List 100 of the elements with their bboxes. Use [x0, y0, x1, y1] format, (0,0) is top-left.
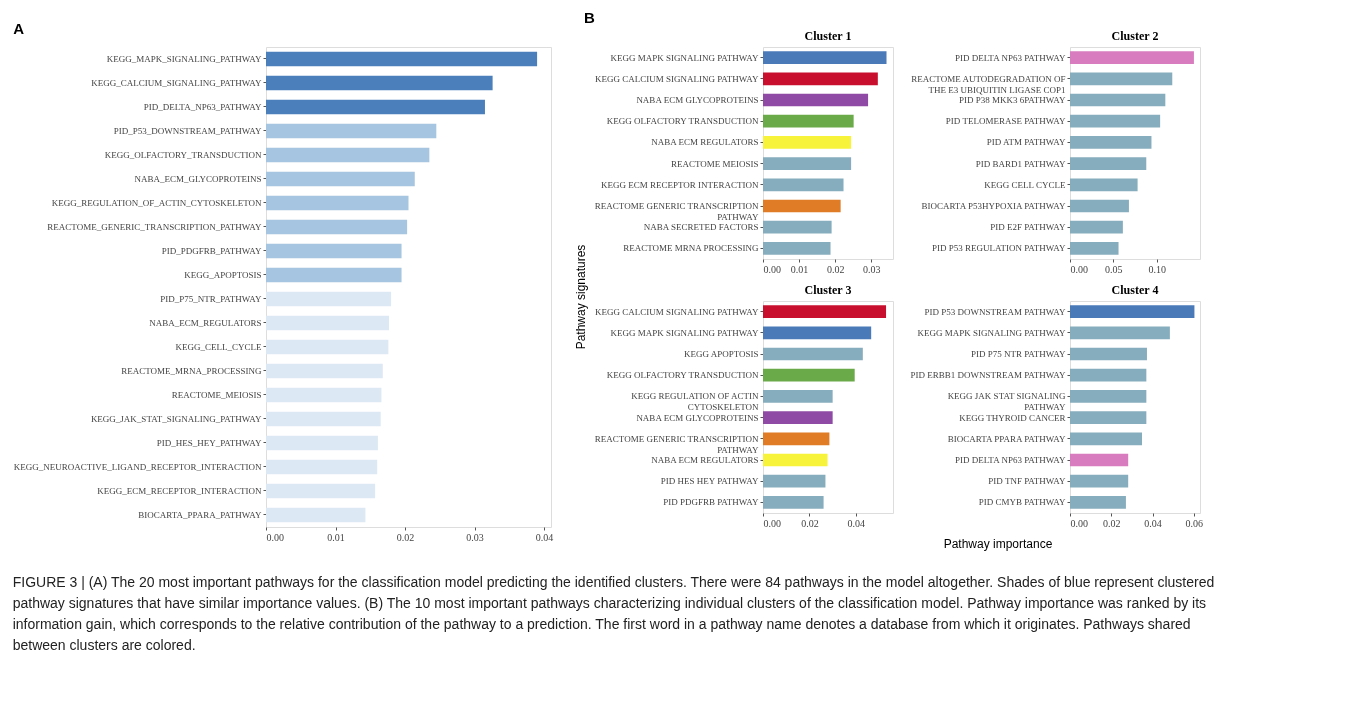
y-tick-label: KEGG CALCIUM SIGNALING PATHWAY	[594, 306, 759, 317]
x-axis-title: Pathway importance	[943, 537, 1053, 551]
y-tick-label: BIOCARTA PPARA PATHWAY	[947, 433, 1066, 444]
y-tick-label: PID TNF PATHWAY	[988, 476, 1066, 487]
y-tick-label: REACTOME_MRNA_PROCESSING	[121, 366, 262, 376]
y-tick-label: KEGG MAPK SIGNALING PATHWAY	[917, 327, 1066, 338]
x-tick-label: 0.03	[466, 531, 484, 543]
x-tick-label: 0.00	[266, 531, 284, 543]
y-tick-label: PID P75 NTR PATHWAY	[970, 349, 1066, 359]
y-tick-label: PID DELTA NP63 PATHWAY	[954, 455, 1066, 465]
y-tick-label: KEGG REGULATION OF ACTIN CYTOSKELETON	[631, 391, 759, 413]
y-tick-label: PID_HES_HEY_PATHWAY	[156, 438, 262, 448]
y-tick-label: KEGG_JAK_STAT_SIGNALING_PATHWAY	[90, 414, 262, 424]
y-tick-label: NABA ECM REGULATORS	[651, 137, 759, 148]
y-tick-label: BIOCARTA_PPARA_PATHWAY	[138, 510, 262, 520]
bar	[266, 75, 493, 91]
bar	[266, 51, 538, 67]
x-tick-label: 0.03	[863, 263, 881, 275]
bar	[266, 123, 437, 139]
x-tick-label: 0.04	[535, 531, 554, 543]
y-tick-label: PID ATM PATHWAY	[986, 137, 1066, 148]
y-tick-label: PID P53 DOWNSTREAM PATHWAY	[924, 306, 1066, 317]
y-tick-label: REACTOME MRNA PROCESSING	[623, 243, 759, 254]
y-tick-label: KEGG_APOPTOSIS	[184, 270, 262, 280]
x-tick-label: 0.02	[826, 263, 845, 275]
bar	[266, 411, 381, 427]
x-tick-label: 0.01	[790, 263, 809, 275]
y-axis-title: Pathway signatures	[574, 244, 588, 350]
y-tick-label: KEGG APOPTOSIS	[683, 349, 759, 359]
y-tick-label: REACTOME_GENERIC_TRANSCRIPTION_PATHWAY	[47, 222, 262, 232]
y-tick-label: PID E2F PATHWAY	[990, 222, 1066, 233]
y-tick-label: PID DELTA NP63 PATHWAY	[954, 52, 1066, 63]
x-tick-label: 0.02	[396, 531, 415, 543]
y-tick-label: KEGG_ECM_RECEPTOR_INTERACTION	[97, 486, 262, 496]
chart-title: Cluster 4	[1111, 283, 1159, 297]
y-tick-label: NABA ECM GLYCOPROTEINS	[636, 412, 759, 423]
y-tick-label: KEGG MAPK SIGNALING PATHWAY	[610, 52, 759, 63]
text: A	[13, 20, 25, 37]
x-tick-label: 0.00	[763, 517, 781, 529]
y-tick-label: KEGG ECM RECEPTOR INTERACTION	[600, 179, 759, 190]
text: B	[584, 8, 595, 26]
y-tick-label: PID ERBB1 DOWNSTREAM PATHWAY	[910, 370, 1066, 381]
y-tick-label: KEGG OLFACTORY TRANSDUCTION	[606, 370, 759, 381]
x-tick-label: 0.05	[1105, 263, 1123, 275]
y-tick-label: REACTOME_MEIOSIS	[171, 390, 262, 400]
x-tick-label: 0.01	[327, 531, 345, 543]
x-tick-label: 0.00	[1070, 263, 1088, 275]
x-tick-label: 0.04	[1144, 517, 1162, 529]
y-tick-label: KEGG_OLFACTORY_TRANSDUCTION	[104, 150, 262, 160]
y-tick-label: PID_DELTA_NP63_PATHWAY	[143, 102, 262, 112]
y-tick-label: REACTOME GENERIC TRANSCRIPTION PATHWAY	[594, 201, 759, 222]
y-tick-label: KEGG_REGULATION_OF_ACTIN_CYTOSKELETON	[51, 198, 262, 208]
bar	[266, 99, 485, 115]
y-tick-label: REACTOME AUTODEGRADATION OF THE E3 UBIQUITIN LIGASE COP1	[911, 73, 1066, 95]
x-tick-label: 0.04	[847, 517, 866, 529]
y-tick-label: PID P38 MKK3 6PATHWAY	[958, 95, 1066, 105]
bar	[266, 243, 402, 259]
chart-title: Cluster 1	[804, 29, 852, 43]
x-tick-label: 0.00	[763, 263, 781, 275]
chart-title: Cluster 3	[804, 283, 852, 297]
y-tick-label: KEGG MAPK SIGNALING PATHWAY	[610, 327, 759, 338]
bar	[266, 219, 408, 235]
y-tick-label: PID PDGFRB PATHWAY	[663, 497, 759, 508]
bar	[266, 459, 378, 475]
bar	[266, 171, 415, 187]
y-tick-label: PID P53 REGULATION PATHWAY	[931, 243, 1066, 254]
bar	[266, 363, 383, 379]
bar	[266, 483, 376, 499]
y-tick-label: KEGG THYROID CANCER	[959, 412, 1066, 423]
y-tick-label: KEGG CALCIUM SIGNALING PATHWAY	[594, 73, 759, 84]
x-tick-label: 0.06	[1185, 517, 1204, 529]
y-tick-label: NABA_ECM_GLYCOPROTEINS	[134, 174, 262, 184]
y-tick-label: KEGG OLFACTORY TRANSDUCTION	[606, 116, 759, 127]
y-tick-label: PID_P53_DOWNSTREAM_PATHWAY	[113, 126, 262, 136]
y-tick-label: KEGG CELL CYCLE	[984, 179, 1066, 190]
y-tick-label: PID CMYB PATHWAY	[978, 497, 1066, 508]
y-tick-label: KEGG_CELL_CYCLE	[175, 342, 262, 352]
bar	[266, 387, 382, 403]
y-tick-label: PID BARD1 PATHWAY	[975, 158, 1066, 169]
bar	[266, 435, 378, 451]
bar	[266, 147, 430, 163]
y-tick-label: PID HES HEY PATHWAY	[660, 476, 759, 487]
y-tick-label: KEGG_CALCIUM_SIGNALING_PATHWAY	[91, 78, 262, 88]
y-tick-label: PID TELOMERASE PATHWAY	[945, 116, 1066, 127]
x-tick-label: 0.02	[1103, 517, 1121, 529]
bar	[266, 339, 389, 355]
bar	[266, 195, 409, 211]
y-tick-label: PID_PDGFRB_PATHWAY	[161, 246, 262, 256]
x-tick-label: 0.10	[1148, 263, 1166, 275]
bar	[266, 507, 366, 523]
y-tick-label: NABA ECM GLYCOPROTEINS	[636, 95, 759, 105]
chart-title: Cluster 2	[1111, 29, 1159, 43]
y-tick-label: NABA ECM REGULATORS	[651, 455, 759, 465]
y-tick-label: BIOCARTA P53HYPOXIA PATHWAY	[921, 201, 1066, 211]
x-tick-label: 0.02	[801, 517, 819, 529]
bar	[266, 267, 402, 283]
y-tick-label: KEGG_NEUROACTIVE_LIGAND_RECEPTOR_INTERACTION	[13, 462, 262, 472]
caption: FIGURE 3 | (A) The 20 most important pathways for the classification model predicting the identified clusters. There were 84 pathways in the model altogether. Shades of blue represent clustered pathway signatures that have similar importance values. (B) The 10 most important pathways characterizing individual clusters of the classification model. Pathway importance was ranked by its information gain, which corresponds to the relative contribution of the pathway to a prediction. The first word in a pathway name denotes a database from which it originates. Pathways shared between clusters are colored.	[12, 574, 1215, 653]
bar	[266, 315, 390, 331]
y-tick-label: NABA SECRETED FACTORS	[643, 222, 759, 233]
